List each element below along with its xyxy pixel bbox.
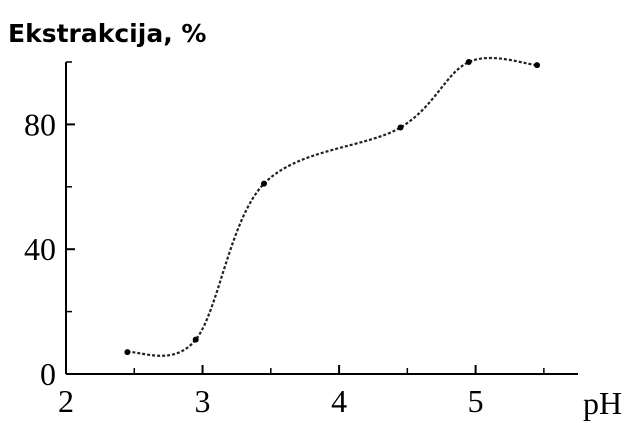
y-tick-label: 40 bbox=[24, 231, 56, 267]
x-tick-label: 3 bbox=[195, 383, 211, 419]
y-tick-label: 0 bbox=[40, 356, 56, 392]
data-point bbox=[534, 62, 541, 69]
series-line bbox=[127, 56, 538, 357]
series bbox=[124, 56, 541, 357]
data-point bbox=[397, 124, 404, 131]
x-tick-label: 5 bbox=[468, 383, 484, 419]
y-tick-label: 80 bbox=[24, 106, 56, 142]
data-point bbox=[192, 336, 199, 343]
x-tick-label: 2 bbox=[58, 383, 74, 419]
axes bbox=[65, 62, 578, 375]
y-axis-label: Ekstrakcija, % bbox=[8, 19, 206, 48]
x-tick-label: 4 bbox=[331, 383, 347, 419]
x-axis-label: pH bbox=[583, 385, 622, 421]
data-point bbox=[260, 180, 267, 187]
data-point bbox=[465, 59, 472, 65]
data-point bbox=[124, 349, 131, 356]
ticks: 0 40 80 2 3 4 5 bbox=[24, 61, 545, 419]
